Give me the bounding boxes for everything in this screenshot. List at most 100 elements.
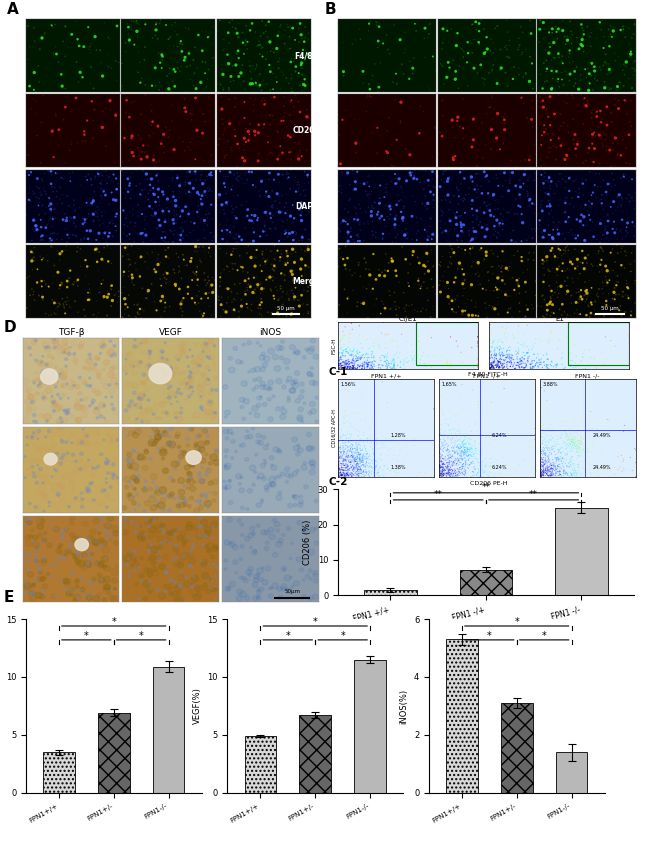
Point bbox=[63, 294, 73, 308]
Point bbox=[444, 464, 454, 477]
Point bbox=[337, 186, 347, 199]
Point bbox=[552, 465, 563, 478]
Circle shape bbox=[33, 591, 35, 593]
Point bbox=[549, 444, 560, 458]
Point bbox=[536, 429, 547, 443]
Circle shape bbox=[148, 488, 152, 491]
Point bbox=[239, 143, 250, 157]
Point bbox=[349, 354, 359, 368]
Point bbox=[440, 450, 450, 464]
Point bbox=[122, 90, 133, 103]
Point bbox=[601, 132, 611, 146]
Point bbox=[203, 271, 213, 284]
Point bbox=[335, 466, 346, 479]
Point bbox=[454, 453, 464, 466]
Point bbox=[338, 464, 348, 477]
Point bbox=[101, 225, 111, 238]
Point bbox=[495, 229, 506, 243]
Point bbox=[473, 395, 484, 409]
Point bbox=[352, 213, 363, 226]
Circle shape bbox=[246, 508, 249, 510]
Point bbox=[300, 53, 310, 66]
Point bbox=[474, 37, 485, 51]
Point bbox=[92, 255, 102, 269]
Point bbox=[385, 199, 395, 213]
Circle shape bbox=[281, 583, 287, 589]
Point bbox=[503, 264, 514, 277]
Circle shape bbox=[157, 558, 161, 561]
Point bbox=[514, 200, 525, 214]
Circle shape bbox=[240, 476, 242, 478]
Point bbox=[540, 448, 550, 461]
Point bbox=[560, 265, 571, 278]
Point bbox=[105, 170, 116, 183]
Point bbox=[434, 469, 445, 483]
Point bbox=[166, 225, 177, 238]
Point bbox=[27, 254, 37, 268]
Point bbox=[252, 58, 262, 71]
Point bbox=[370, 454, 381, 467]
Point bbox=[499, 202, 509, 215]
Point bbox=[356, 297, 366, 310]
Point bbox=[480, 460, 491, 473]
Point bbox=[541, 102, 552, 115]
Point bbox=[378, 232, 388, 245]
Point bbox=[493, 291, 503, 304]
Circle shape bbox=[205, 355, 208, 358]
Point bbox=[388, 360, 398, 374]
Circle shape bbox=[132, 383, 138, 388]
Point bbox=[551, 452, 562, 466]
Point bbox=[194, 304, 205, 318]
Point bbox=[465, 242, 475, 255]
Point bbox=[394, 438, 404, 452]
Point bbox=[153, 174, 163, 187]
Point bbox=[283, 230, 293, 243]
Point bbox=[527, 232, 538, 245]
Circle shape bbox=[35, 482, 38, 484]
Point bbox=[124, 253, 134, 266]
Text: 50 μm: 50 μm bbox=[601, 306, 619, 311]
Point bbox=[352, 422, 363, 436]
Circle shape bbox=[165, 537, 172, 543]
Circle shape bbox=[214, 545, 218, 549]
Point bbox=[229, 220, 239, 234]
Point bbox=[214, 190, 224, 204]
Circle shape bbox=[146, 407, 153, 414]
Point bbox=[297, 205, 307, 219]
Point bbox=[545, 145, 555, 159]
Point bbox=[536, 381, 547, 394]
Point bbox=[337, 463, 348, 477]
Point bbox=[434, 258, 445, 271]
Circle shape bbox=[261, 530, 267, 535]
Point bbox=[168, 164, 179, 177]
Point bbox=[558, 464, 569, 477]
Point bbox=[625, 115, 635, 129]
Point bbox=[512, 352, 523, 365]
Point bbox=[342, 468, 352, 482]
Circle shape bbox=[202, 350, 204, 353]
Point bbox=[376, 454, 386, 467]
Point bbox=[480, 73, 490, 86]
Point bbox=[560, 447, 571, 460]
Point bbox=[224, 36, 234, 50]
Point bbox=[372, 437, 382, 450]
Point bbox=[201, 208, 211, 221]
Point bbox=[497, 223, 508, 237]
Point bbox=[291, 64, 301, 78]
Point bbox=[372, 437, 383, 450]
Point bbox=[176, 209, 186, 222]
Circle shape bbox=[140, 351, 144, 354]
Point bbox=[349, 460, 359, 474]
Point bbox=[272, 187, 282, 200]
Point bbox=[155, 272, 165, 286]
Point bbox=[560, 465, 570, 478]
Point bbox=[187, 292, 197, 305]
Point bbox=[519, 361, 530, 375]
Point bbox=[434, 458, 445, 471]
Circle shape bbox=[29, 554, 31, 555]
Point bbox=[69, 193, 79, 207]
Point bbox=[454, 462, 464, 476]
Point bbox=[285, 114, 296, 127]
Point bbox=[559, 466, 569, 480]
Point bbox=[469, 447, 479, 460]
